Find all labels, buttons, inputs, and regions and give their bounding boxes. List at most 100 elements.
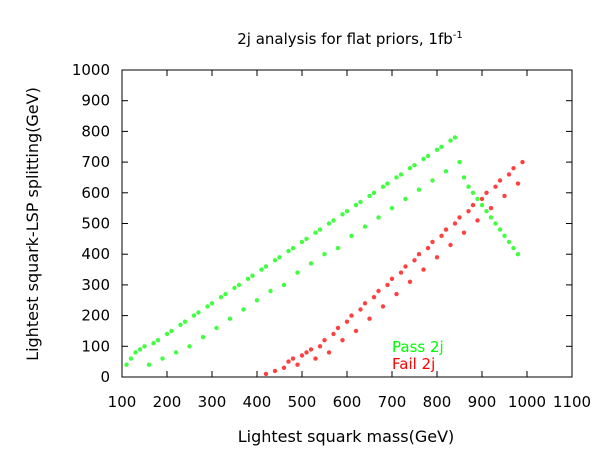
- fail-point-28: [398, 270, 404, 275]
- pass-point-17: [200, 334, 206, 340]
- pass-point-52: [358, 199, 363, 205]
- fail-point-21: [367, 316, 372, 321]
- pass-point-62: [403, 196, 408, 202]
- pass-point-13: [182, 319, 188, 324]
- pass-point-23: [227, 316, 233, 321]
- x-axis-label: Lightest squark mass(GeV): [238, 427, 455, 446]
- pass-point-5: [146, 362, 152, 367]
- fail-point-45: [475, 218, 480, 223]
- fail-point-26: [389, 276, 395, 281]
- legend-pass-label: Pass 2j: [392, 338, 444, 356]
- fail-point-10: [317, 344, 323, 349]
- pass-point-8: [160, 356, 165, 361]
- pass-point-67: [425, 153, 431, 159]
- y-axis-ticks: 0 100 200 300 400 500 600 700 800 900 1000: [72, 61, 572, 386]
- fail-point-5: [295, 362, 300, 367]
- fail-point-37: [439, 233, 444, 238]
- fail-point-34: [425, 245, 431, 251]
- x-tick-label-7: 800: [423, 393, 452, 411]
- pass-point-27: [245, 276, 251, 281]
- pass-point-15: [191, 313, 197, 318]
- pass-point-24: [232, 285, 237, 291]
- fail-point-22: [371, 295, 377, 300]
- fail-point-20: [362, 301, 368, 306]
- y-tick-label-3: 300: [81, 276, 110, 294]
- fail-point-8: [308, 347, 314, 352]
- pass-point-68: [430, 178, 435, 183]
- fail-point-3: [286, 359, 291, 364]
- pass-point-63: [407, 166, 413, 171]
- fail-point-25: [385, 282, 390, 288]
- pass-point-28: [250, 273, 255, 278]
- pass-point-9: [164, 331, 170, 337]
- fail-point-17: [349, 313, 354, 318]
- pass-point-32: [268, 288, 273, 294]
- fail-point-14: [335, 325, 341, 331]
- fail-point-38: [443, 227, 449, 232]
- pass-point-40: [304, 236, 309, 241]
- pass-point-54: [367, 193, 372, 199]
- x-tick-label-4: 500: [288, 393, 317, 411]
- pass-point-61: [398, 172, 404, 177]
- pass-point-78: [475, 196, 480, 202]
- fail-point-33: [421, 267, 426, 272]
- y-tick-label-1: 100: [81, 337, 110, 355]
- fail-point-46: [479, 196, 485, 202]
- x-tick-label-3: 400: [243, 393, 272, 411]
- x-tick-label-8: 900: [468, 393, 497, 411]
- pass-point-3: [137, 347, 143, 352]
- legend-fail-label: Fail 2j: [392, 355, 435, 373]
- pass-point-48: [340, 212, 345, 217]
- pass-point-35: [281, 282, 287, 288]
- fail-point-36: [434, 255, 440, 260]
- pass-point-38: [295, 270, 300, 275]
- pass-point-45: [326, 221, 332, 226]
- pass-point-55: [371, 190, 377, 195]
- pass-point-84: [502, 233, 507, 238]
- y-tick-label-0: 0: [100, 368, 110, 386]
- pass-point-66: [421, 156, 426, 162]
- pass-point-70: [439, 144, 444, 149]
- fail-point-29: [403, 264, 408, 269]
- pass-point-58: [385, 181, 390, 186]
- fail-point-35: [430, 239, 435, 245]
- pass-point-33: [272, 258, 278, 263]
- fail-point-27: [394, 291, 399, 297]
- fail-point-43: [466, 209, 471, 214]
- pass-point-16: [196, 310, 201, 315]
- x-tick-label-9: 1000: [508, 393, 546, 411]
- pass-point-49: [344, 209, 350, 214]
- pass-point-26: [241, 307, 246, 312]
- pass-point-85: [506, 239, 512, 245]
- pass-point-2: [133, 350, 138, 355]
- pass-point-50: [349, 233, 354, 238]
- x-tick-label-5: 600: [333, 393, 362, 411]
- fail-point-23: [376, 288, 381, 294]
- pass-point-36: [286, 248, 291, 254]
- fail-point-54: [515, 181, 521, 186]
- y-tick-label-4: 400: [81, 245, 110, 263]
- pass-point-69: [434, 147, 440, 152]
- y-tick-label-9: 900: [81, 92, 110, 110]
- fail-point-6: [299, 353, 305, 358]
- pass-point-30: [259, 267, 264, 272]
- pass-point-37: [290, 245, 296, 251]
- pass-point-83: [497, 227, 503, 232]
- pass-point-21: [218, 295, 224, 300]
- fail-point-13: [331, 331, 336, 337]
- fail-point-49: [493, 184, 498, 189]
- pass-point-86: [511, 245, 516, 251]
- x-tick-label-0: 100: [108, 393, 137, 411]
- pass-point-14: [187, 344, 192, 349]
- pass-point-6: [151, 341, 156, 346]
- pass-point-75: [461, 175, 467, 180]
- pass-point-39: [299, 239, 305, 245]
- pass-point-51: [353, 202, 359, 208]
- pass-point-82: [493, 221, 498, 226]
- pass-point-7: [155, 338, 161, 343]
- fail-point-47: [484, 190, 489, 195]
- pass-point-80: [484, 209, 489, 214]
- pass-point-12: [178, 322, 183, 327]
- pass-point-47: [335, 245, 341, 251]
